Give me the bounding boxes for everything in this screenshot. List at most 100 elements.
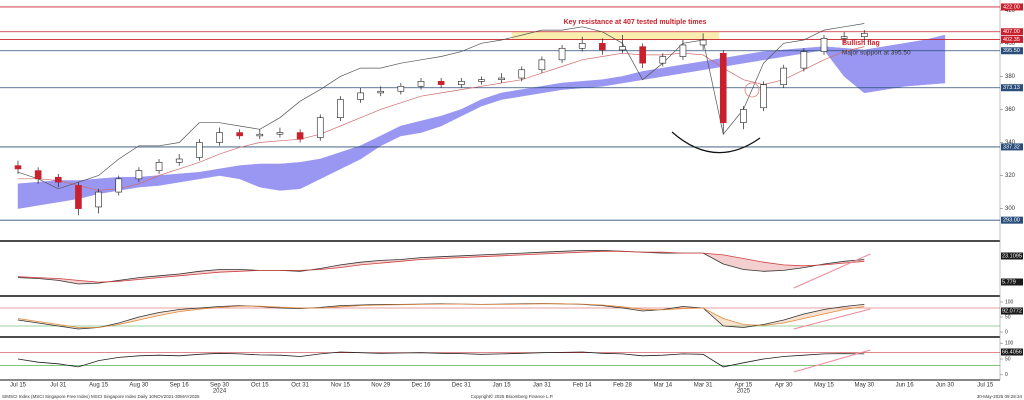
side-label-box <box>1001 278 1023 286</box>
price-box-label: 293.00 <box>1003 218 1020 224</box>
y-tick-label: 0 <box>1005 329 1008 335</box>
year-label: 2024 <box>213 389 227 395</box>
candle-body <box>498 77 505 80</box>
y-tick-label: 420 <box>1005 8 1016 14</box>
x-tick-label: Jul 15 <box>977 383 994 389</box>
y-tick-label: 340 <box>1005 140 1016 146</box>
candle-body <box>34 170 42 180</box>
y-tick-label: 50 <box>1005 314 1011 320</box>
price-box-label: 402.35 <box>1003 37 1020 43</box>
x-tick-label: Jul 15 <box>10 383 27 389</box>
y-tick-label: 320 <box>1005 173 1016 179</box>
x-tick-label: Dec 16 <box>411 383 431 389</box>
trend-arrow <box>793 253 871 289</box>
annotation: Key resistance at 407 tested multiple ti… <box>564 19 707 26</box>
side-label-box <box>1001 252 1023 260</box>
candle-body <box>860 33 868 38</box>
candle-body <box>478 79 485 82</box>
price-box <box>1001 3 1023 11</box>
ichimoku-cloud <box>17 34 946 209</box>
candle-body <box>115 178 123 193</box>
candle-body <box>679 44 687 57</box>
candle-body <box>196 142 203 158</box>
indicator-line <box>17 250 865 283</box>
x-tick-label: Jan 15 <box>493 383 512 389</box>
price-box <box>1001 143 1023 151</box>
x-tick-label: Mar 31 <box>694 383 713 389</box>
candle-body <box>236 132 243 137</box>
candle-body <box>14 165 22 170</box>
price-box <box>1001 28 1023 36</box>
x-tick-label: Jun 16 <box>896 383 915 389</box>
candle-body <box>558 47 566 61</box>
indicator-line <box>17 351 865 368</box>
candle-body <box>417 81 425 87</box>
candle-body <box>296 132 304 140</box>
candle-body <box>840 36 848 39</box>
price-box <box>1001 84 1023 92</box>
x-tick-label: Sep 30 <box>210 383 230 389</box>
x-tick-label: Mar 14 <box>653 383 672 389</box>
candle-body <box>316 117 324 138</box>
y-tick-label: 400 <box>1005 41 1016 47</box>
y-tick-label: 0 <box>1005 372 1008 378</box>
price-box <box>1001 35 1023 43</box>
y-tick-label: 300 <box>1005 206 1016 212</box>
candle-body <box>740 109 747 123</box>
annotation: Major support at 395.50 <box>842 50 911 57</box>
x-tick-label: Jan 31 <box>533 383 552 389</box>
side-label: 66.4056 <box>1002 349 1022 355</box>
candle-body <box>155 162 163 171</box>
x-tick-label: Oct 31 <box>291 383 309 389</box>
side-label: 5.779 <box>1002 279 1016 285</box>
highlight-circle <box>744 82 760 98</box>
candle-body <box>276 132 284 135</box>
x-tick-label: Feb 28 <box>613 383 632 389</box>
footer: SIMSCI Index (MSCI Singapore Free Index)… <box>2 394 200 399</box>
candle-body <box>518 69 526 79</box>
candle-body <box>216 132 223 143</box>
candle-body <box>175 158 183 163</box>
candle-body <box>578 43 586 49</box>
candle-body <box>639 46 646 64</box>
indicator-line <box>17 303 865 328</box>
candle-body <box>437 81 445 85</box>
candle-body <box>337 99 344 118</box>
x-tick-label: May 30 <box>854 383 874 389</box>
candle-body <box>397 85 405 92</box>
side-label-box <box>1001 307 1023 315</box>
y-tick-label: 100 <box>1005 340 1014 346</box>
x-tick-label: Apr 30 <box>775 383 793 389</box>
annotation: Bullish flag <box>842 40 880 47</box>
price-box-label: 407.00 <box>1003 29 1020 35</box>
x-tick-label: May 15 <box>814 383 834 389</box>
candle-body <box>135 170 143 180</box>
candle-body <box>619 46 626 51</box>
candle-body <box>800 51 808 69</box>
x-tick-label: Aug 15 <box>89 383 109 389</box>
price-box-label: 422.00 <box>1003 4 1020 10</box>
y-tick-label: 360 <box>1005 107 1016 113</box>
y-tick-label: 50 <box>1005 356 1011 362</box>
side-label-box <box>1001 348 1023 356</box>
trend-arrow <box>793 308 871 330</box>
footer: Copyright© 2025 Bloomberg Finance L.P. <box>471 393 554 399</box>
indicator-line <box>17 249 865 285</box>
x-tick-label: Feb 14 <box>573 383 592 389</box>
x-tick-label: Sep 16 <box>170 383 190 389</box>
x-tick-label: Jun 30 <box>936 383 955 389</box>
x-tick-label: Aug 30 <box>129 383 149 389</box>
candle-body <box>54 176 62 183</box>
resistance-zone <box>511 31 720 41</box>
candle-body <box>538 59 546 71</box>
candle-body <box>820 38 828 52</box>
candle-body <box>599 43 606 51</box>
candle-body <box>75 185 82 209</box>
x-tick-label: Nov 15 <box>331 383 351 389</box>
candle-body <box>719 52 727 123</box>
cup-arc <box>671 131 761 154</box>
candle-body <box>457 81 465 85</box>
x-tick-label: Oct 15 <box>251 383 269 389</box>
